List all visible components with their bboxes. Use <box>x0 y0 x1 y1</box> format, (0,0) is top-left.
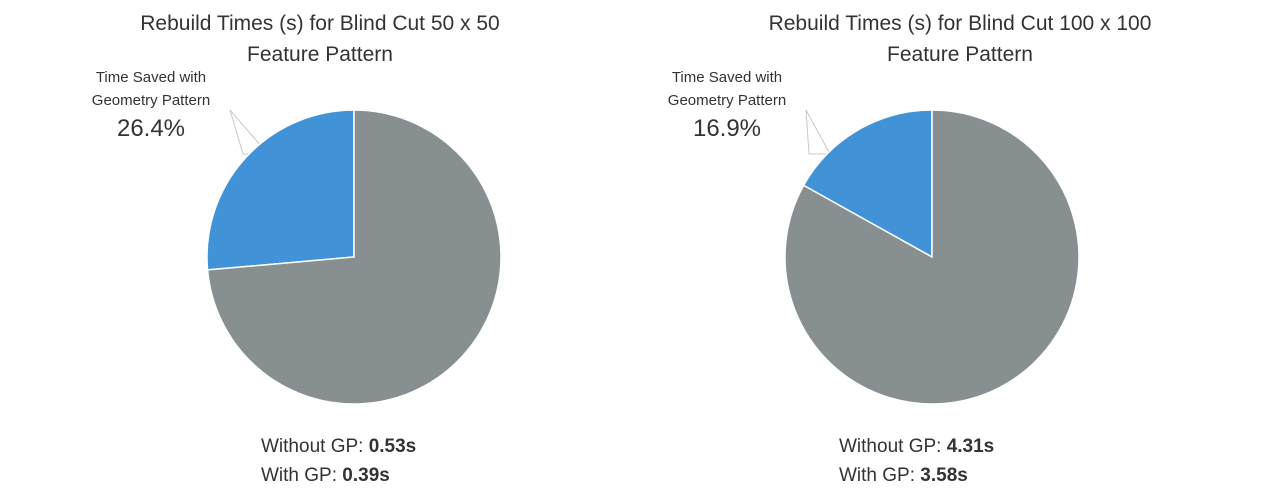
chart-title-line-2: Feature Pattern <box>887 43 1033 66</box>
callout-line-1: Time Saved with <box>671 69 783 86</box>
pie-svg <box>784 109 1080 405</box>
callout-line-2: Geometry Pattern <box>667 92 787 109</box>
chart-title: Rebuild Times (s) for Blind Cut 50 x 50 … <box>0 8 640 70</box>
pie-slice-remaining <box>206 109 502 405</box>
stat-value: 4.31s <box>946 436 995 457</box>
stats-block: Without GP: 0.53s With GP: 0.39s <box>261 432 416 490</box>
stat-row-without-gp: Without GP: 4.31s <box>839 432 994 461</box>
pie-slice-time-saved <box>802 109 933 259</box>
pie-slices <box>784 109 1080 405</box>
pie-svg <box>206 109 502 405</box>
callout-line-1: Time Saved with <box>95 69 207 86</box>
pie-slices <box>206 109 502 405</box>
chart-title-line-1: Rebuild Times (s) for Blind Cut 50 x 50 <box>140 12 500 35</box>
stat-value: 3.58s <box>920 465 968 486</box>
pie-chart-blind-cut-100: Rebuild Times (s) for Blind Cut 100 x 10… <box>640 0 1280 503</box>
stat-value: 0.53s <box>368 436 417 457</box>
pie-slice-time-saved <box>206 109 355 271</box>
chart-title-line-2: Feature Pattern <box>247 43 393 66</box>
stats-block: Without GP: 4.31s With GP: 3.58s <box>839 432 994 490</box>
stat-label: Without GP: <box>839 436 942 457</box>
stat-label: Without GP: <box>261 436 364 457</box>
stat-row-with-gp: With GP: 3.58s <box>839 461 994 490</box>
chart-title-line-1: Rebuild Times (s) for Blind Cut 100 x 10… <box>768 12 1152 35</box>
chart-title: Rebuild Times (s) for Blind Cut 100 x 10… <box>640 8 1280 70</box>
pie-chart-blind-cut-50: Rebuild Times (s) for Blind Cut 50 x 50 … <box>0 8 640 490</box>
pie-slice-remaining <box>784 109 1080 405</box>
stat-row-without-gp: Without GP: 0.53s <box>261 432 416 461</box>
callout-box: Time Saved with Geometry Pattern 16.9% <box>648 60 806 159</box>
callout-percentage: 26.4% <box>116 115 186 142</box>
callout-line-2: Geometry Pattern <box>91 92 211 109</box>
callout-percentage: 16.9% <box>692 115 762 142</box>
callout-pointer <box>805 109 831 155</box>
stat-row-with-gp: With GP: 0.39s <box>261 461 416 490</box>
stat-value: 0.39s <box>342 465 390 486</box>
callout-box: Time Saved with Geometry Pattern 26.4% <box>72 60 230 159</box>
stat-label: With GP: <box>261 465 338 486</box>
stat-label: With GP: <box>839 465 916 486</box>
